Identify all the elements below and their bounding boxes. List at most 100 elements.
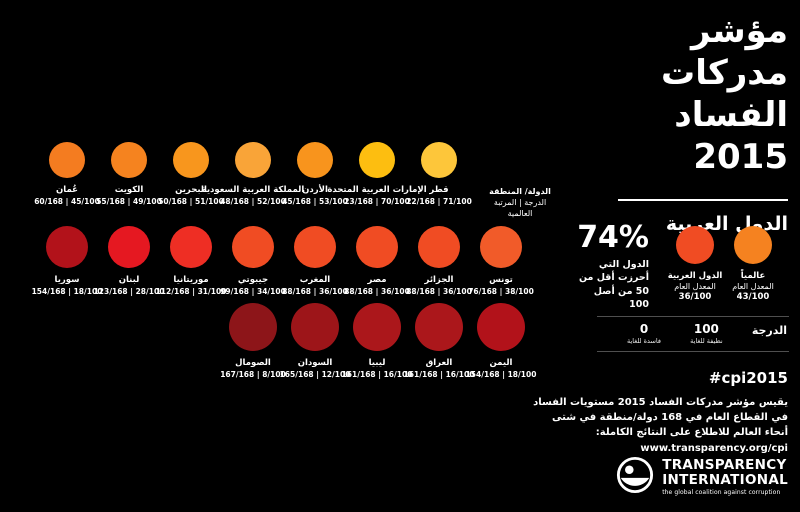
logo-text: TRANSPARENCY INTERNATIONAL the global co… <box>662 458 788 496</box>
country-name: جيبوتي <box>237 275 269 285</box>
country-row-bottom: الصومال 167/168 | 8/100 السودان 165/168 … <box>220 303 536 379</box>
country-name: سوريا <box>54 275 80 285</box>
country-rank-score: 45/168 | 53/100 <box>282 197 348 206</box>
country-name: لبنان <box>118 275 140 285</box>
page-title-line-1: مؤشر <box>691 11 788 51</box>
country-rank-score: 161/168 | 16/100 <box>403 370 475 379</box>
country-bubble <box>297 142 333 178</box>
country-name: الإمارات العربية المتحدة <box>327 185 427 195</box>
title-block: مؤشر مدركات الفساد 2015 الدول العربية <box>588 10 788 235</box>
country-name: اليمن <box>489 358 513 368</box>
country-name: المغرب <box>299 275 331 285</box>
country-bubble <box>235 142 271 178</box>
scale-corrupt-end: 0 فاسدة للغاية <box>627 322 661 345</box>
scale-clean-end: 100 نظيفة للغاية <box>690 322 722 345</box>
country-name: تونس <box>489 275 513 285</box>
country-rank-score: 167/168 | 8/100 <box>220 370 286 379</box>
average-value: 36/100 <box>678 292 712 302</box>
country-item-bahrain: البحرين 50/168 | 51/100 <box>158 142 224 220</box>
country-rank-score: 154/168 | 18/100 <box>31 287 103 296</box>
country-item-lebanon: لبنان 123/168 | 28/100 <box>94 226 164 296</box>
country-rank-score: 112/168 | 31/100 <box>155 287 227 296</box>
country-bubble <box>418 226 460 268</box>
country-bubble <box>480 226 522 268</box>
average-label: عالمياً <box>740 271 766 281</box>
title-divider <box>618 198 788 201</box>
country-name: المملكة العربية السعودية <box>201 185 305 195</box>
scale-max-value: 100 <box>693 322 719 336</box>
country-item-libya: ليبيا 161/168 | 16/100 <box>342 303 412 379</box>
country-rank-score: 165/168 | 12/100 <box>279 370 351 379</box>
transparency-international-logo-icon <box>616 456 654 498</box>
page-title-line-3: الفساد 2015 <box>674 95 788 178</box>
country-item-kuwait: الكويت 55/168 | 49/100 <box>96 142 162 220</box>
stat-percent: 74% <box>577 220 649 255</box>
country-item-mauritania: موريتانيا 112/168 | 31/100 <box>156 226 226 296</box>
scale-min-label: فاسدة للغاية <box>627 337 661 345</box>
country-item-yemen: اليمن 154/168 | 18/100 <box>466 303 536 379</box>
scale-min-value: 0 <box>639 322 649 336</box>
country-item-somalia: الصومال 167/168 | 8/100 <box>220 303 286 379</box>
country-row-top: عُمان 60/168 | 45/100 الكويت 55/168 | 49… <box>34 142 570 220</box>
country-item-morocco: المغرب 88/168 | 36/100 <box>282 226 348 296</box>
country-bubble <box>49 142 85 178</box>
country-name: ليبيا <box>368 358 386 368</box>
country-rank-score: 60/168 | 45/100 <box>34 197 100 206</box>
country-bubble <box>229 303 277 351</box>
country-item-djibouti: جيبوتي 99/168 | 34/100 <box>220 226 286 296</box>
country-rank-score: 22/168 | 71/100 <box>406 197 472 206</box>
average-value: 43/100 <box>736 292 770 302</box>
country-name: البحرين <box>175 185 207 195</box>
transparency-international-logo: TRANSPARENCY INTERNATIONAL the global co… <box>616 456 788 498</box>
country-item-saudi-arabia: المملكة العربية السعودية 48/168 | 52/100 <box>202 142 304 220</box>
footer-text: يقيس مؤشر مدركات الفساد 2015 مستويات الف… <box>533 397 788 438</box>
country-rank-score: 99/168 | 34/100 <box>220 287 286 296</box>
country-rank-score: 161/168 | 16/100 <box>341 370 413 379</box>
legend-global: العالمية <box>507 209 533 219</box>
footer-link[interactable]: www.transparency.org/cpi <box>640 443 788 454</box>
country-bubble <box>353 303 401 351</box>
average-label: الدول العربية <box>667 271 723 281</box>
logo-tagline: the global coalition against corruption <box>662 488 781 496</box>
legend-country-region: الدولة/ المنطقة <box>489 187 551 196</box>
average-sublabel: المعدل العام <box>674 282 716 291</box>
country-item-iraq: العراق 161/168 | 16/100 <box>404 303 474 379</box>
averages-block: الدول العربية المعدل العام 36/100 عالميا… <box>666 226 782 302</box>
country-item-egypt: مصر 88/168 | 36/100 <box>344 226 410 296</box>
country-bubble <box>421 142 457 178</box>
logo-name-line-2: INTERNATIONAL <box>662 471 788 488</box>
country-rank-score: 48/168 | 52/100 <box>220 197 286 206</box>
country-bubble <box>415 303 463 351</box>
legend-score-rank: الدرجة | المرتبة <box>493 198 547 208</box>
country-rank-score: 88/168 | 36/100 <box>344 287 410 296</box>
country-item-qatar: قطر 22/168 | 71/100 <box>406 142 472 220</box>
country-bubble <box>170 226 212 268</box>
score-scale: الدرجة 100 نظيفة للغاية 0 فاسدة للغاية <box>597 316 789 352</box>
country-name: مصر <box>367 275 387 285</box>
hashtag-cpi2015: #cpi2015 <box>708 369 788 387</box>
country-rank-score: 88/168 | 36/100 <box>406 287 472 296</box>
footer-description: يقيس مؤشر مدركات الفساد 2015 مستويات الف… <box>533 395 788 456</box>
country-rank-score: 23/168 | 70/100 <box>344 197 410 206</box>
stat-caption: الدول التي أحرزت أقل من 50 من أصل 100 <box>578 259 649 310</box>
country-rank-score: 154/168 | 18/100 <box>465 370 537 379</box>
country-rank-score: 123/168 | 28/100 <box>93 287 165 296</box>
country-item-sudan: السودان 165/168 | 12/100 <box>280 303 350 379</box>
country-row-middle: سوريا 154/168 | 18/100 لبنان 123/168 | 2… <box>32 226 534 296</box>
country-bubble <box>356 226 398 268</box>
country-bubble <box>46 226 88 268</box>
country-name: قطر <box>429 185 449 195</box>
average-arab-states: الدول العربية المعدل العام 36/100 <box>666 226 724 302</box>
country-bubble <box>108 226 150 268</box>
country-item-tunisia: تونس 76/168 | 38/100 <box>468 226 534 296</box>
country-rank-score: 50/168 | 51/100 <box>158 197 224 206</box>
stat-below-50: 74% الدول التي أحرزت أقل من 50 من أصل 10… <box>575 220 649 311</box>
average-global: عالمياً المعدل العام 43/100 <box>724 226 782 302</box>
average-bubble <box>734 226 772 264</box>
average-bubble <box>676 226 714 264</box>
scale-title: الدرجة <box>751 324 787 337</box>
country-name: موريتانيا <box>173 275 209 285</box>
country-bubble <box>359 142 395 178</box>
country-rank-score: 76/168 | 38/100 <box>468 287 534 296</box>
